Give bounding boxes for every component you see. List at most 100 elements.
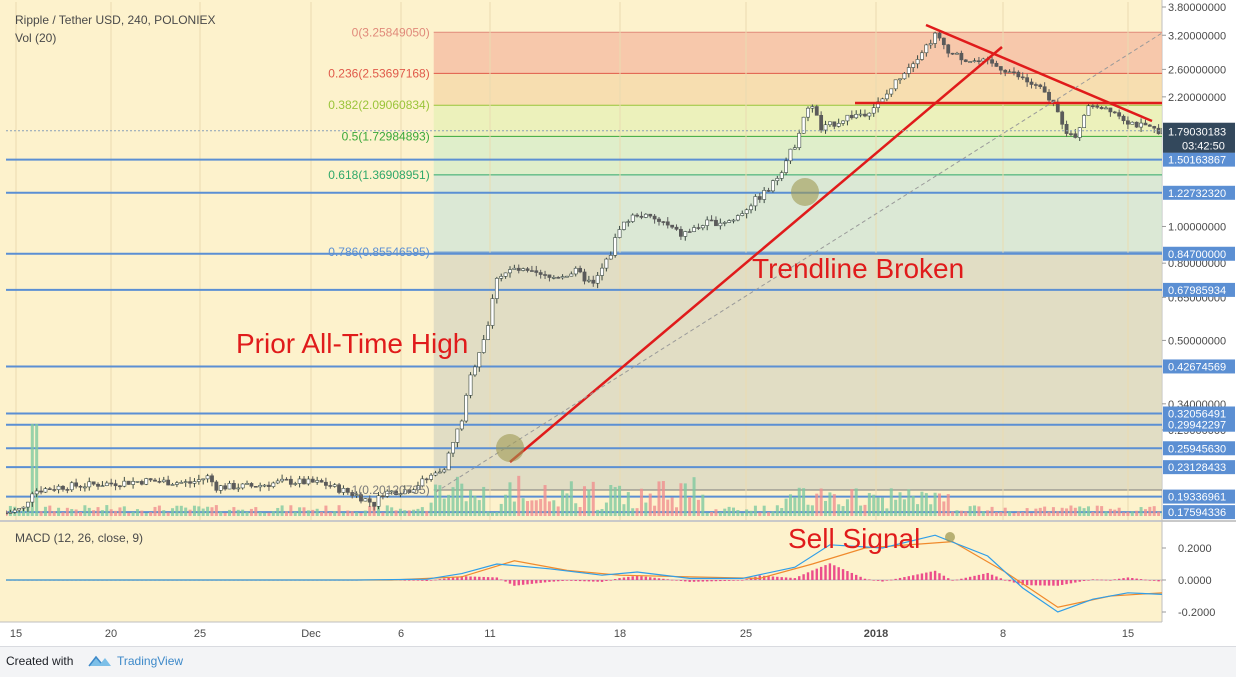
- volume-bar: [797, 487, 801, 516]
- candle-body: [1139, 122, 1143, 128]
- candle-body: [468, 374, 473, 396]
- time-axis-tick-label: Dec: [301, 628, 321, 640]
- macd-histogram-bar: [574, 580, 577, 581]
- touch-point-circle: [496, 434, 524, 462]
- volume-bar: [363, 510, 367, 516]
- volume-bar: [881, 497, 884, 516]
- footer-tradingview-link[interactable]: TradingView: [117, 654, 184, 668]
- macd-histogram-bar: [592, 580, 595, 582]
- volume-bar: [412, 509, 416, 516]
- candle-body: [643, 213, 648, 218]
- volume-bar: [394, 510, 398, 516]
- volume-bar: [740, 512, 744, 516]
- volume-bar: [324, 505, 328, 516]
- candle-body: [841, 120, 845, 124]
- volume-bar: [328, 512, 332, 516]
- volume-bar: [1108, 508, 1112, 516]
- macd-histogram-bar: [819, 566, 823, 580]
- volume-bar: [109, 509, 113, 516]
- volume-bar: [241, 509, 245, 516]
- macd-histogram-bar: [916, 574, 919, 580]
- macd-histogram-bar: [622, 577, 626, 580]
- macd-histogram-bar: [609, 580, 612, 581]
- drawings-layer: [6, 23, 1162, 493]
- macd-histogram-bar: [491, 577, 494, 580]
- macd-histogram-bar: [1012, 580, 1016, 583]
- candle-body: [1003, 69, 1008, 73]
- volume-bar: [100, 510, 104, 516]
- volume-bar: [933, 492, 937, 516]
- macd-histogram-bar: [1034, 580, 1038, 586]
- candle-body: [604, 258, 609, 269]
- volume-bar: [512, 501, 516, 516]
- candle-body: [1064, 124, 1069, 134]
- volume-bar: [1047, 511, 1051, 516]
- candle-body: [1130, 121, 1135, 125]
- volume-bar: [490, 512, 494, 516]
- candle-body: [705, 219, 710, 226]
- macd-histogram-bar: [596, 580, 599, 582]
- volume-bar: [1008, 511, 1012, 516]
- candle-body: [512, 267, 517, 270]
- volume-bar: [670, 497, 674, 516]
- candle-body: [849, 114, 854, 119]
- tradingview-logo-icon[interactable]: [88, 653, 112, 669]
- macd-histogram-bar: [710, 580, 713, 582]
- volume-bar: [806, 504, 810, 516]
- volume-bar: [302, 507, 306, 516]
- candle-body: [1077, 127, 1082, 138]
- volume-bar: [1069, 505, 1073, 516]
- macd-histogram-bar: [1004, 580, 1007, 581]
- macd-histogram-bar: [903, 577, 906, 580]
- candle-body: [319, 480, 324, 483]
- volume-bar: [863, 504, 867, 516]
- candle-body: [429, 474, 434, 480]
- fib-zone: [433, 105, 1162, 137]
- level-price-badge-label: 0.84700000: [1168, 249, 1226, 261]
- candle-body: [372, 501, 377, 507]
- macd-histogram-bar: [692, 580, 696, 582]
- volume-bar: [1152, 506, 1156, 516]
- volume-bar: [1104, 511, 1108, 516]
- candle-body: [359, 494, 363, 502]
- candle-body: [600, 267, 604, 276]
- volume-bar: [166, 512, 170, 516]
- candle-body: [1090, 105, 1095, 108]
- volume-bar: [937, 493, 941, 516]
- candle-body: [946, 44, 951, 54]
- volume-bar: [578, 507, 582, 516]
- time-axis-tick-label: 18: [614, 628, 626, 640]
- macd-histogram-bar: [1008, 580, 1011, 582]
- candle-body: [797, 132, 802, 148]
- level-price-badge-label: 1.22732320: [1168, 188, 1226, 200]
- macd-histogram-bar: [543, 580, 547, 583]
- macd-histogram-bar: [644, 576, 648, 580]
- volume-bar: [894, 499, 898, 516]
- candle-body: [1047, 91, 1051, 101]
- candle-body: [556, 277, 561, 279]
- candle-body: [407, 489, 412, 493]
- volume-bar: [758, 512, 762, 516]
- fib-diagonal-dashed-line: [435, 32, 1162, 493]
- macd-histogram-bar: [745, 579, 748, 580]
- volume-bar: [648, 493, 652, 516]
- volume-bar: [828, 492, 832, 516]
- volume-bar: [1126, 511, 1130, 516]
- candle-body: [363, 498, 368, 502]
- macd-histogram-bar: [657, 578, 661, 580]
- candle-body: [477, 352, 482, 368]
- candle-body: [161, 479, 166, 483]
- candle-body: [941, 37, 946, 46]
- volume-bar: [547, 501, 551, 516]
- volume-bar: [65, 507, 69, 516]
- volume-bar: [552, 500, 556, 516]
- candle-body: [871, 107, 876, 114]
- candle-body: [955, 52, 959, 55]
- price-axis-tick-label: 3.20000000: [1168, 30, 1226, 42]
- candle-body: [920, 52, 924, 60]
- volume-bar: [83, 505, 87, 516]
- candle-body: [30, 493, 35, 503]
- volume-bar: [385, 505, 389, 516]
- volume-bar: [1135, 510, 1139, 516]
